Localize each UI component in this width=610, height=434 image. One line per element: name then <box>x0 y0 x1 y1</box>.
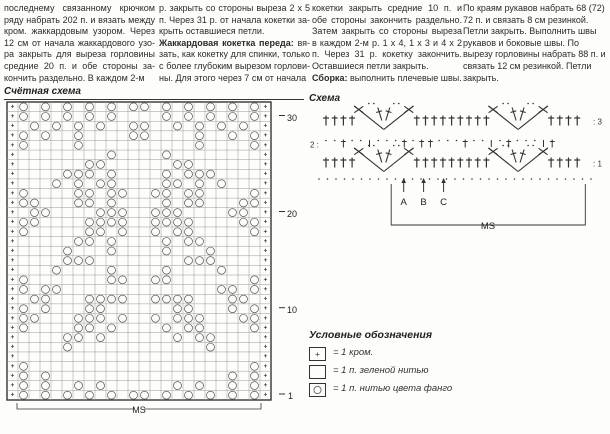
svg-text:+: + <box>11 248 15 255</box>
svg-text:20: 20 <box>287 209 297 219</box>
svg-text:+: + <box>11 113 15 120</box>
svg-text:+: + <box>264 103 268 110</box>
svg-text:+: + <box>11 296 15 303</box>
svg-text:+: + <box>11 228 15 235</box>
svg-text:+: + <box>11 305 15 312</box>
svg-text:+: + <box>264 334 268 341</box>
svg-text:MS: MS <box>132 405 146 415</box>
svg-text:+: + <box>11 238 15 245</box>
svg-text:+: + <box>264 305 268 312</box>
svg-text:+: + <box>11 132 15 139</box>
svg-text:+: + <box>11 286 15 293</box>
svg-text:+: + <box>11 257 15 264</box>
svg-text:+: + <box>264 228 268 235</box>
svg-text:+: + <box>264 286 268 293</box>
svg-text:+: + <box>264 296 268 303</box>
svg-text:+: + <box>264 267 268 274</box>
svg-text:+: + <box>11 199 15 206</box>
svg-text:+: + <box>264 315 268 322</box>
svg-text:10: 10 <box>287 305 297 315</box>
svg-text:+: + <box>11 276 15 283</box>
svg-text:+: + <box>264 372 268 379</box>
svg-text:+: + <box>11 334 15 341</box>
svg-text:+: + <box>11 315 15 322</box>
svg-text:+: + <box>264 353 268 360</box>
svg-text:+: + <box>264 142 268 149</box>
svg-text:+: + <box>264 161 268 168</box>
svg-text:+: + <box>264 363 268 370</box>
svg-text:+: + <box>264 113 268 120</box>
svg-text:B: B <box>420 197 426 208</box>
svg-text:+: + <box>11 209 15 216</box>
svg-text:+: + <box>264 171 268 178</box>
svg-text:+: + <box>264 190 268 197</box>
svg-text:+: + <box>11 372 15 379</box>
svg-text:+: + <box>264 219 268 226</box>
svg-text:+: + <box>264 180 268 187</box>
svg-text:+: + <box>264 238 268 245</box>
svg-text:+: + <box>11 190 15 197</box>
svg-text:+: + <box>264 248 268 255</box>
svg-text:+: + <box>11 161 15 168</box>
svg-text:+: + <box>11 142 15 149</box>
svg-text:+: + <box>264 199 268 206</box>
svg-text:: 1: : 1 <box>593 160 602 169</box>
svg-text:+: + <box>11 151 15 158</box>
svg-text:+: + <box>11 219 15 226</box>
svg-text:+: + <box>11 353 15 360</box>
svg-text:+: + <box>264 151 268 158</box>
svg-text:+: + <box>264 382 268 389</box>
svg-text:+: + <box>11 324 15 331</box>
svg-text:+: + <box>11 103 15 110</box>
svg-text:+: + <box>264 123 268 130</box>
svg-text:+: + <box>264 276 268 283</box>
svg-text:: 3: : 3 <box>593 118 602 127</box>
svg-text:30: 30 <box>287 113 297 123</box>
svg-text:+: + <box>11 344 15 351</box>
svg-text:+: + <box>11 180 15 187</box>
svg-text:+: + <box>264 209 268 216</box>
svg-text:MS: MS <box>481 221 495 232</box>
svg-text:+: + <box>11 382 15 389</box>
svg-text:+: + <box>264 132 268 139</box>
svg-text:+: + <box>11 363 15 370</box>
svg-text:+: + <box>11 123 15 130</box>
svg-text:A: A <box>401 197 408 208</box>
svg-text:+: + <box>264 344 268 351</box>
svg-text:+: + <box>264 324 268 331</box>
svg-text:C: C <box>440 197 447 208</box>
svg-text:+: + <box>11 171 15 178</box>
svg-text:+: + <box>11 267 15 274</box>
svg-text:+: + <box>264 257 268 264</box>
